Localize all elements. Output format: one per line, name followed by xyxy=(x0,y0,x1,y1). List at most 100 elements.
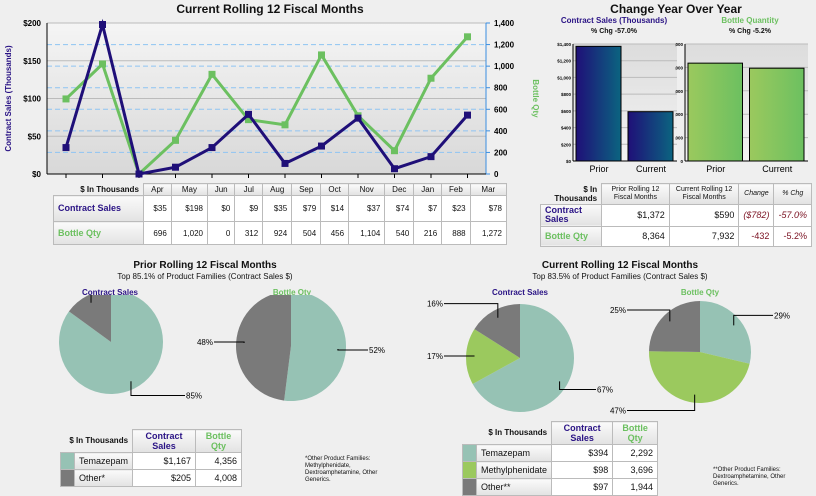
month-header: Apr xyxy=(142,183,172,196)
y2-tick-label: 800 xyxy=(494,84,508,93)
data-point xyxy=(318,142,325,150)
data-point xyxy=(354,114,362,122)
data-point xyxy=(245,116,252,124)
cell: $9 xyxy=(234,195,264,222)
month-header: Jan xyxy=(413,183,443,196)
cell: 0 xyxy=(206,221,236,245)
current-pies: 67% 17% 16% 29% 47% 25% xyxy=(427,300,790,416)
pie-slice-temazepam xyxy=(700,301,751,364)
current-legend-table: $ In Thousands Contract Sales Bottle Qty Te… xyxy=(462,421,658,496)
data-point xyxy=(464,33,471,41)
cell: $98 xyxy=(551,461,614,479)
legend-label: Temazepam xyxy=(475,444,553,462)
pie-slice-temazepam xyxy=(59,295,163,394)
pie-label: 67% xyxy=(597,386,613,395)
legend-swatch xyxy=(60,469,75,487)
y-tick-label: 10,000 xyxy=(675,42,683,47)
month-header: Sep xyxy=(291,183,322,196)
series-line-contract-sales xyxy=(64,18,469,176)
col-bottle-qty: Bottle Qty xyxy=(195,429,242,453)
pie-label: 85% xyxy=(186,391,202,400)
cell: 1,272 xyxy=(469,221,508,245)
cell: 8,364 xyxy=(601,225,670,247)
data-point xyxy=(464,111,471,119)
month-header: Jun xyxy=(206,183,236,196)
x-tick-label: Current xyxy=(636,164,667,174)
cell: 924 xyxy=(262,221,293,245)
row-label-bottle-qty: Bottle Qty xyxy=(539,225,603,247)
contract-bar-subtitle: % Chg -57.0% xyxy=(591,28,637,35)
cell: 504 xyxy=(291,221,322,245)
cell: -57.0% xyxy=(773,203,812,227)
col-contract-sales: Contract Sales xyxy=(132,429,197,453)
data-point xyxy=(208,70,216,78)
data-point xyxy=(318,51,325,59)
cell: $590 xyxy=(668,203,740,227)
table-corner-label: $ In Thousands xyxy=(488,428,548,438)
x-tick-label: Current xyxy=(762,164,793,174)
leader-line xyxy=(733,314,773,326)
data-point xyxy=(99,60,106,68)
pie-slice-other xyxy=(474,304,520,358)
y2-axis-label: Bottle Qty xyxy=(531,79,540,118)
y2-tick-label: 200 xyxy=(494,148,508,157)
y-tick-label: 0 xyxy=(680,159,683,164)
pie-label: 25% xyxy=(610,306,626,315)
month-header: Feb xyxy=(441,183,471,196)
pie-slice-temazepam xyxy=(284,295,346,401)
table-corner-label: $ In Thousands xyxy=(554,184,598,203)
leader-line xyxy=(337,348,368,351)
leader-line xyxy=(130,381,185,396)
prior-subtitle: Top 85.1% of Product Families (Contract … xyxy=(117,272,293,281)
pie-title: Bottle Qty xyxy=(272,288,312,297)
data-point xyxy=(135,170,143,178)
pie-slice-other xyxy=(649,301,700,352)
month-header: Aug xyxy=(262,183,293,196)
cell: 3,696 xyxy=(612,461,658,479)
data-point xyxy=(62,95,70,103)
leader-line xyxy=(90,295,92,303)
leader-line xyxy=(444,355,475,357)
cell: -5.2% xyxy=(773,225,812,247)
prior-pies: 85%15%52%48% xyxy=(59,295,385,401)
cell: $198 xyxy=(170,195,209,222)
pie-title: Bottle Qty xyxy=(680,288,720,297)
bar-prior xyxy=(575,45,622,162)
leader-line xyxy=(559,381,596,391)
y-tick-label: 8,000 xyxy=(675,65,683,70)
leader-line xyxy=(444,303,499,318)
data-point xyxy=(281,121,289,129)
y-tick-label: $200 xyxy=(561,142,572,147)
data-point xyxy=(208,144,216,152)
row-label-contract-sales: Contract Sales xyxy=(53,195,144,222)
cell: 696 xyxy=(142,221,172,245)
y-tick-label: 6,000 xyxy=(675,89,683,94)
legend-swatch xyxy=(462,461,477,479)
prior-legend-table: $ In Thousands Contract Sales Bottle Qty Te… xyxy=(60,429,242,487)
month-header: Mar xyxy=(469,183,508,196)
month-header: Jul xyxy=(234,183,264,196)
data-point xyxy=(391,147,398,155)
y2-tick-label: 1,400 xyxy=(494,19,515,28)
yoy-title: Change Year Over Year xyxy=(610,2,742,16)
y-tick-label: $1,200 xyxy=(557,59,571,64)
legend-swatch xyxy=(462,444,477,462)
cell: 4,008 xyxy=(195,469,242,487)
col-current: Current Rolling 12 Fiscal Months xyxy=(668,183,740,205)
y-tick-label: $100 xyxy=(23,95,41,104)
current-footnote: **Other Product Families: Dextroamphetam… xyxy=(713,467,786,487)
contract-bar-chart: $0 $200 $400 $600 $800 $1,000 $1,200 $1,400 Prio… xyxy=(557,42,677,174)
month-header: Nov xyxy=(348,183,386,196)
col-pct-change: % Chg xyxy=(773,183,812,205)
pie-slice-other xyxy=(236,295,291,401)
cell: $1,167 xyxy=(132,452,197,470)
leader-line xyxy=(627,394,696,412)
pie-label: 48% xyxy=(197,338,213,347)
y-tick-label: $0 xyxy=(32,170,41,179)
cell: $1,372 xyxy=(601,203,670,227)
col-contract-sales: Contract Sales xyxy=(551,421,614,445)
data-point xyxy=(391,165,398,173)
yoy-table: $ In Thousands Prior Rolling 12 Fiscal M… xyxy=(539,183,812,247)
cell: 540 xyxy=(384,221,415,245)
data-point xyxy=(172,136,179,144)
